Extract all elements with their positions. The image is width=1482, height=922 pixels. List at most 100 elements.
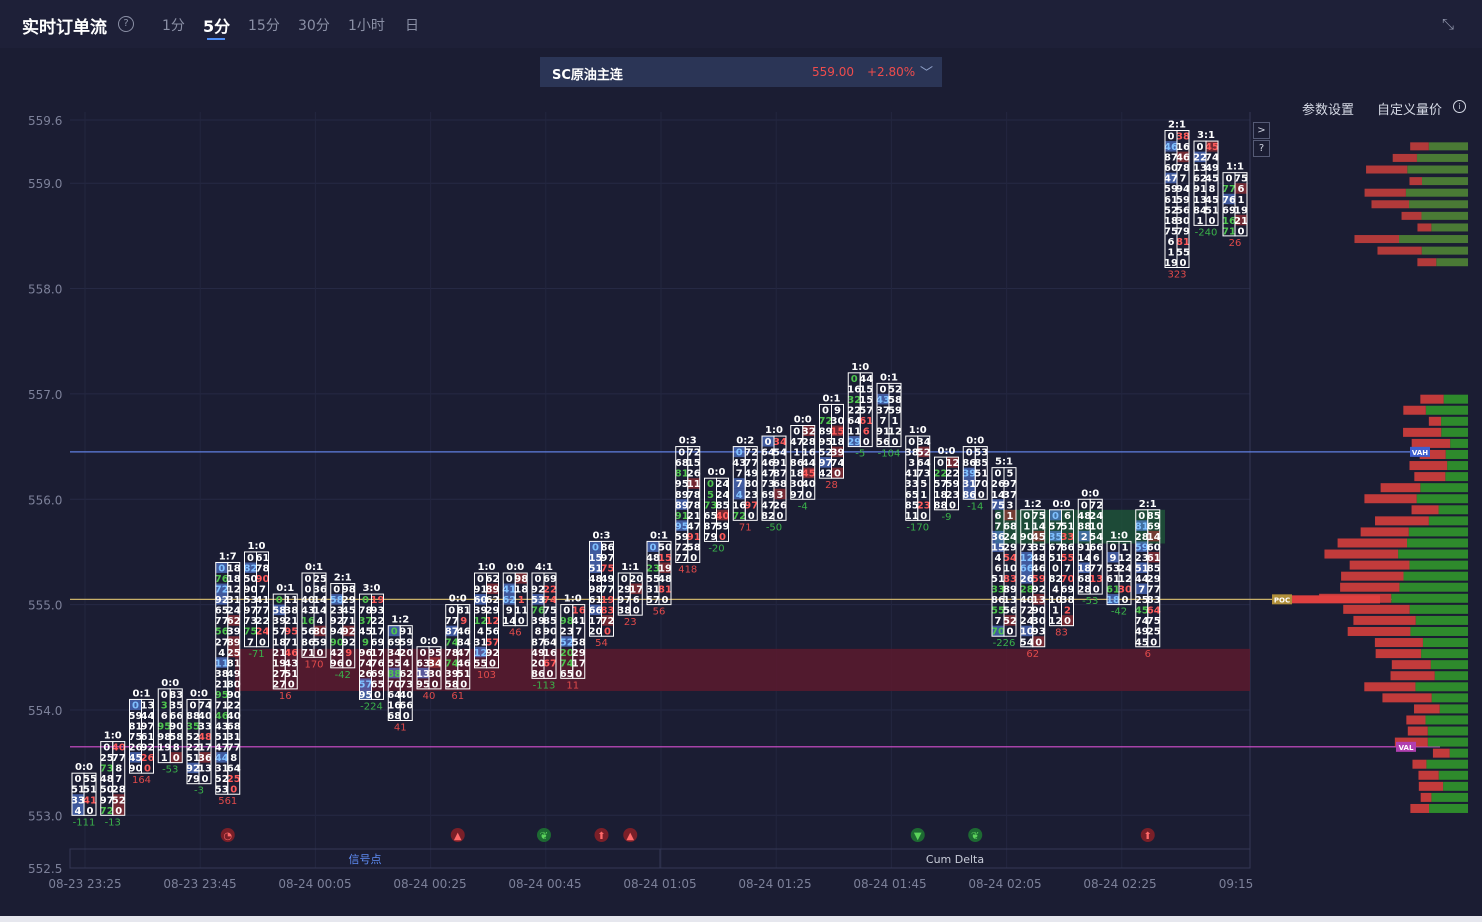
cell-bid: 72 [732,511,746,522]
cell-bid: 50 [100,785,114,796]
nav-next-button[interactable]: > [1253,122,1270,139]
cell-ask: 59 [946,479,960,490]
cell-bid: 51 [186,753,200,764]
cell-bid: 53 [215,785,229,796]
tab-1hour[interactable]: 1小时 [348,18,385,34]
footprint-bar[interactable]: 0 726815812695118978897891219547599172587… [675,436,701,576]
bar-frame-right [256,551,269,648]
cell-ask: 0 [892,437,899,448]
cell-bid: 57 [1049,521,1063,532]
cell-highlight [992,625,1004,637]
bottom-scrollbar[interactable] [0,916,1482,922]
cell-bid: 0 [851,374,858,385]
cell-ask: 19 [1234,205,1248,216]
y-tick-label: 555.0 [28,599,62,613]
cell-bid: 23 [330,606,344,617]
cell-bid: 88 [186,711,200,722]
cell-bid: 74 [1135,616,1149,627]
cell-ask: 20 [399,648,413,659]
footprint-bar[interactable]: 0 751 149045733512486646265928924013729024… [1020,499,1046,660]
cell-bid: 9 [362,637,369,648]
tab-15min[interactable]: 15分 [248,18,280,34]
circle-info-icon[interactable]: i [1453,100,1466,113]
tab-day[interactable]: 日 [405,18,419,34]
cell-ask: 61 [256,553,270,564]
cell-bid: 59 [129,711,143,722]
tab-1min[interactable]: 1分 [162,18,185,34]
cell-bid: 0 [161,690,168,701]
cell-ask: 90 [543,627,557,638]
cell-bid: 41 [502,585,516,596]
cell-bid: 95 [675,521,689,532]
collapse-arrows-icon[interactable]: ⤡ [1442,15,1455,33]
cell-ask: 72 [601,616,615,627]
cell-bid: 88 [387,669,401,680]
cell-bid: 79 [186,774,200,785]
cell-ask: 17 [572,658,586,669]
cell-ask: 3 [777,490,784,501]
nav-help-button[interactable]: ? [1253,140,1270,157]
tab-30min[interactable]: 30分 [298,18,330,34]
cell-bid: 10 [1049,595,1063,606]
cell-ask: 6 [1093,553,1100,564]
cell-ask: 0 [1007,627,1014,638]
custom-volume-price-button[interactable]: 自定义量价 [1377,103,1443,118]
tab-5min[interactable]: 5分 [203,17,231,36]
cell-bid: 1 [793,448,800,459]
cell-highlight [601,615,614,626]
cell-bid: 95 [215,690,229,701]
cell-bid: 44 [215,753,229,764]
symbol-selector[interactable]: SC原油主连 559.00 +2.80% ﹀ [540,57,942,87]
cell-bid: 24 [1020,616,1034,627]
x-tick-label: 08-24 02:05 [968,877,1041,891]
cell-ask: 95 [428,648,442,659]
question-circle-icon[interactable]: ? [118,16,134,32]
cell-ask: 18 [227,564,241,575]
cell-bid: 52 [186,732,200,743]
bar-ratio: 1:0 [104,731,122,742]
param-settings-button[interactable]: 参数设置 [1302,103,1355,118]
chevron-down-icon[interactable]: ﹀ [920,66,934,81]
profile-bar-sell [1343,604,1410,614]
